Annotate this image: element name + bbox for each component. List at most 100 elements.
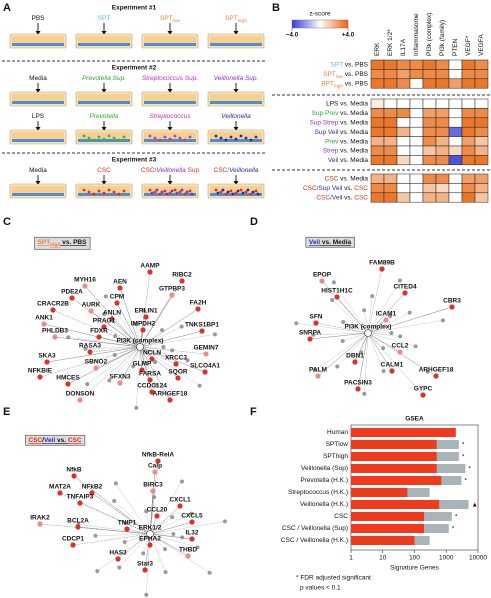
row-label-part: /Veil (330, 194, 343, 201)
edge (367, 312, 410, 334)
row-label-part: vs. Media (338, 147, 368, 154)
row-label-part: SPT (331, 61, 344, 68)
heatmap-cell (370, 173, 385, 184)
edge (317, 332, 369, 377)
dish-cells (144, 139, 196, 142)
title-box (25, 434, 86, 446)
gene-node (69, 295, 75, 301)
gene-label: IRAK2 (30, 515, 50, 522)
dish-content (214, 188, 218, 192)
edge (367, 292, 406, 334)
x-tick-label: 1 (349, 555, 353, 562)
dish-content (158, 192, 162, 196)
gene-node (147, 269, 153, 275)
heatmap-cell (448, 145, 463, 156)
heatmap-cell (396, 69, 411, 80)
edge (149, 533, 189, 557)
gray-node (112, 498, 117, 503)
heatmap-cell (370, 126, 385, 137)
heatmap-cell (409, 69, 424, 80)
gene-label: ARHGEF18 (419, 367, 454, 374)
condition-label: Prevotella Sup. (82, 75, 126, 82)
heatmap-cell (435, 173, 450, 184)
dish-medium (78, 132, 130, 139)
gene-label: EPHA2 (139, 536, 161, 543)
heatmap-cell (461, 192, 476, 203)
gray-node (335, 364, 340, 369)
edge (139, 346, 156, 386)
network-title-part: high (50, 242, 60, 248)
gray-node (102, 311, 107, 316)
heatmap-cell (396, 98, 411, 109)
colorbar (291, 19, 349, 29)
dish-content (153, 136, 157, 140)
dish-content (82, 188, 86, 192)
bar (351, 440, 437, 449)
x-axis-label: Signature Genes (390, 565, 440, 572)
edge (136, 346, 141, 408)
edge (98, 336, 141, 348)
gene-label: PACSIN3 (344, 380, 372, 387)
gray-node (153, 383, 158, 388)
gray-node (117, 565, 122, 570)
row-label-part: vs. Media (338, 119, 368, 126)
condition-label: LPS (32, 113, 45, 120)
title-box (305, 236, 355, 248)
bar (351, 428, 456, 437)
x-tick-label: 10000 (469, 555, 487, 562)
heatmap-cell (448, 98, 463, 109)
gene-node (37, 521, 43, 527)
gene-node (71, 473, 77, 479)
column-label: ERK (374, 42, 381, 56)
heatmap-cell (396, 126, 411, 137)
hub-node (364, 329, 372, 337)
heatmap-cell (422, 126, 437, 137)
dish-medium (78, 94, 130, 101)
heatmap-cell (461, 78, 476, 89)
gene-label: RASA3 (79, 343, 101, 350)
gray-node (381, 369, 386, 374)
experiment-title: Experiment #2 (112, 65, 157, 72)
heatmap-cell (370, 155, 385, 166)
edge (54, 336, 141, 348)
category-label: Streptococcus (H.K.) (288, 489, 348, 496)
gray-node (161, 345, 166, 349)
heatmap-cell (448, 183, 463, 194)
dish-content (173, 188, 177, 192)
edge (119, 287, 141, 348)
gene-label: SQOR (168, 369, 187, 376)
dish-medium (210, 132, 262, 139)
heatmap-cell (409, 183, 424, 194)
gene-node (175, 375, 181, 381)
edge (342, 332, 369, 342)
dish-content (173, 134, 177, 138)
gene-node (420, 392, 426, 398)
gray-node (413, 344, 418, 349)
gray-node (397, 278, 402, 283)
gene-label: CCDC124 (137, 383, 167, 390)
gene-node (203, 351, 209, 357)
row-label-part: /Sup Veil (317, 185, 343, 192)
heatmap-cell (383, 173, 398, 184)
gene-node (433, 373, 439, 379)
hub-node (146, 530, 154, 538)
heatmap-cell (383, 136, 398, 147)
heatmap-cell (461, 69, 476, 80)
row-label: Veil vs. Media (328, 157, 368, 164)
gene-label: CALM1 (381, 362, 404, 369)
heatmap-cell (409, 173, 424, 184)
heatmap-cell (383, 117, 398, 128)
row-label: SPT vs. PBS (331, 61, 369, 68)
gene-label: CXCL5 (181, 513, 203, 520)
arrow-head (233, 181, 239, 185)
row-label-part: Veil (328, 157, 339, 164)
row-label: Sup Prev vs. Media (312, 110, 369, 117)
edge (87, 346, 141, 385)
gene-node (397, 349, 403, 355)
condition-label-part: CSC (97, 167, 111, 174)
gene-label: SFXN3 (110, 374, 131, 381)
gene-label: THBD (179, 547, 197, 554)
dish-content (168, 137, 172, 141)
edge (315, 332, 369, 371)
heatmap-cell (422, 117, 437, 128)
